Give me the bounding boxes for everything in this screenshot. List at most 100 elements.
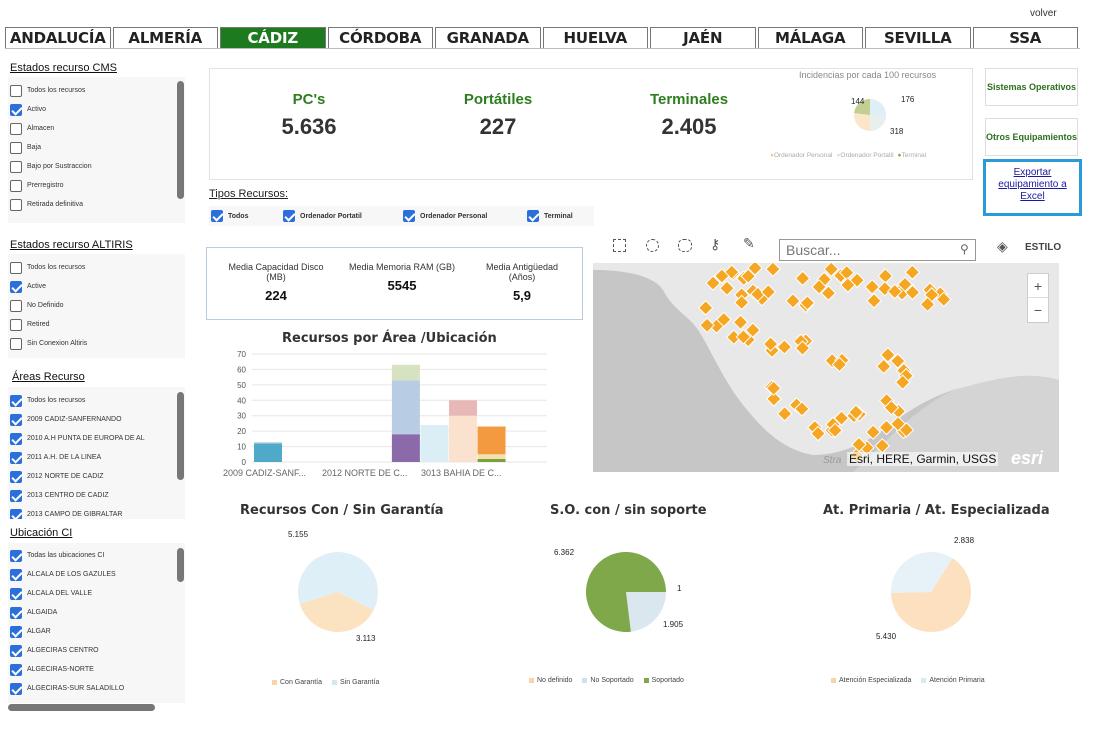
checkbox-ubicacion-item[interactable]: ALGAR (8, 622, 185, 641)
map-marker[interactable] (735, 329, 752, 345)
map-marker[interactable] (726, 329, 742, 346)
map-marker[interactable] (714, 268, 730, 284)
checkbox-cms-item[interactable]: Almacen (8, 119, 185, 138)
tab-cadiz[interactable]: CÁDIZ (220, 27, 326, 48)
map-marker[interactable] (898, 422, 915, 438)
checkbox[interactable] (10, 122, 22, 135)
checkbox[interactable] (10, 470, 22, 483)
tipo-checkbox-item[interactable]: Ordenador Personal (401, 207, 525, 226)
scrollbar[interactable] (177, 548, 184, 582)
checkbox-altiris-item[interactable]: No Definido (8, 296, 185, 315)
map-marker[interactable] (719, 280, 735, 297)
map-marker[interactable] (794, 401, 810, 417)
checkbox[interactable] (527, 210, 539, 222)
bar-segment[interactable] (391, 364, 420, 381)
checkbox-cms-item[interactable]: Prerregistro (8, 176, 185, 195)
map-marker[interactable] (697, 300, 714, 316)
checkbox[interactable] (403, 210, 415, 222)
map-marker[interactable] (776, 405, 793, 422)
map-marker[interactable] (733, 294, 750, 311)
map-marker[interactable] (794, 340, 811, 356)
sistemas-operativos-button[interactable]: Sistemas Operativos (985, 68, 1078, 106)
tab-sevilla[interactable]: SEVILLA (865, 27, 971, 48)
pie-slice[interactable] (626, 592, 666, 632)
tipo-checkbox-item[interactable]: Todos (209, 207, 281, 226)
checkbox-ubicacion-item[interactable]: ALCALA DE LOS GAZULES (8, 565, 185, 584)
checkbox-altiris-item[interactable]: Retired (8, 315, 185, 334)
checkbox-areas-item[interactable]: 2009 CADIZ-SANFERNANDO (8, 410, 185, 429)
map-marker[interactable] (904, 264, 921, 280)
scrollbar[interactable] (177, 81, 184, 199)
checkbox[interactable] (10, 489, 22, 502)
checkbox-altiris-item[interactable]: Todos los recursos (8, 258, 185, 277)
map-marker[interactable] (848, 404, 864, 421)
checkbox-ubicacion-item[interactable]: ALGAIDA (8, 603, 185, 622)
tab-jaen[interactable]: JAÉN (650, 27, 756, 48)
checkbox[interactable] (10, 141, 22, 154)
checkbox[interactable] (10, 179, 22, 192)
map-marker[interactable] (740, 268, 757, 284)
checkbox[interactable] (10, 280, 22, 293)
checkbox-cms-item[interactable]: Bajo por Sustraccion (8, 157, 185, 176)
bar-segment[interactable] (254, 443, 282, 462)
checkbox[interactable] (10, 549, 22, 562)
select-rectangle-icon[interactable] (613, 239, 626, 252)
checkbox[interactable] (10, 261, 22, 274)
comment-icon[interactable]: ✎ (743, 235, 755, 251)
otros-equipamientos-button[interactable]: Otros Equipamientos (985, 118, 1078, 156)
map-marker[interactable] (794, 270, 811, 287)
bar-segment[interactable] (477, 458, 506, 462)
map-marker[interactable] (750, 286, 766, 302)
pie-slice[interactable] (891, 558, 971, 632)
checkbox[interactable] (10, 508, 22, 519)
checkbox-areas-item[interactable]: 2012 NORTE DE CADIZ (8, 467, 185, 486)
bar-segment[interactable] (254, 441, 282, 444)
map-marker[interactable] (766, 391, 782, 407)
pie-slice[interactable] (586, 552, 666, 632)
map-marker[interactable] (877, 268, 894, 284)
checkbox[interactable] (10, 568, 22, 581)
checkbox[interactable] (10, 103, 22, 116)
map-marker[interactable] (716, 311, 732, 328)
checkbox[interactable] (283, 210, 295, 222)
zoom-out-button[interactable]: − (1033, 302, 1043, 318)
map-marker[interactable] (833, 410, 850, 426)
horizontal-scrollbar[interactable] (8, 704, 155, 711)
map-marker[interactable] (732, 314, 749, 330)
map-marker[interactable] (883, 399, 900, 416)
checkbox-cms-item[interactable]: Baja (8, 138, 185, 157)
checkbox-cms-item[interactable]: Todos los recursos (8, 81, 185, 100)
bar-segment[interactable] (477, 454, 506, 459)
checkbox-areas-item[interactable]: 2013 CAMPO DE GIBRALTAR (8, 505, 185, 519)
pie-slice[interactable] (891, 552, 953, 593)
bar-segment[interactable] (448, 400, 477, 416)
bar-segment[interactable] (477, 426, 506, 455)
map-marker[interactable] (747, 260, 763, 276)
checkbox[interactable] (10, 160, 22, 173)
checkbox[interactable] (10, 606, 22, 619)
checkbox[interactable] (10, 198, 22, 211)
tipo-checkbox-item[interactable]: Terminal (525, 207, 585, 226)
checkbox[interactable] (10, 84, 22, 97)
bar-segment[interactable] (391, 380, 420, 435)
checkbox-ubicacion-item[interactable]: Todas las ubicaciones CI (8, 546, 185, 565)
checkbox[interactable] (10, 299, 22, 312)
map-marker[interactable] (820, 285, 837, 301)
map-marker[interactable] (851, 436, 867, 453)
checkbox[interactable] (10, 663, 22, 676)
map-marker[interactable] (875, 358, 892, 375)
map-marker[interactable] (699, 317, 715, 334)
map-marker[interactable] (889, 353, 906, 369)
zoom-in-button[interactable]: + (1028, 274, 1048, 298)
map-marker[interactable] (776, 339, 793, 355)
select-circle-icon[interactable] (646, 239, 659, 252)
pie-slice[interactable] (298, 552, 378, 611)
map-marker[interactable] (760, 284, 777, 300)
map-marker[interactable] (897, 276, 913, 293)
checkbox-areas-item[interactable]: 2011 A.H. DE LA LINEA (8, 448, 185, 467)
map-marker[interactable] (894, 374, 911, 390)
map-marker[interactable] (838, 264, 855, 281)
pie-slice[interactable] (299, 592, 374, 632)
tab-cordoba[interactable]: CÓRDOBA (327, 27, 433, 48)
checkbox-ubicacion-item[interactable]: ALGECIRAS-SUR SALADILLO (8, 679, 185, 698)
